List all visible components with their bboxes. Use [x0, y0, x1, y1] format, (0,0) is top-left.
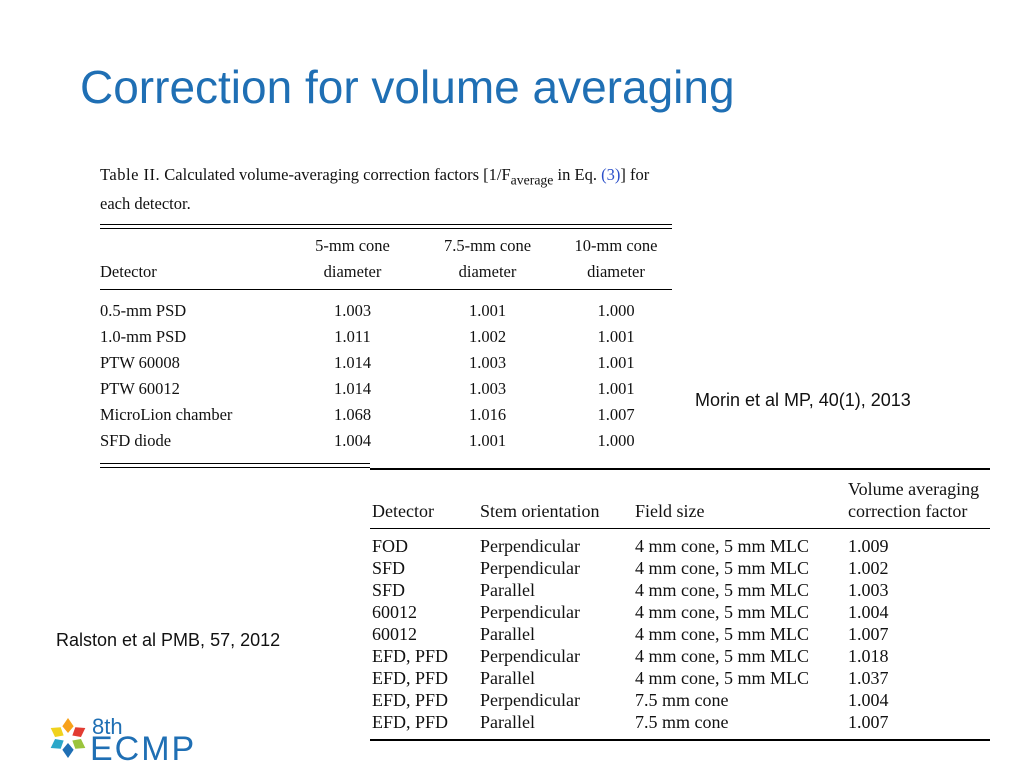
- logo-petal: [72, 727, 86, 738]
- table-row: 60012 Parallel 4 mm cone, 5 mm MLC 1.007: [372, 624, 889, 644]
- table-header-row: Detector Stem orientation Field size Vol…: [370, 470, 990, 529]
- logo-petal: [50, 727, 64, 738]
- table-row: PTW 60012 1.014 1.003 1.001: [100, 379, 635, 399]
- logo-petal: [72, 738, 86, 749]
- table-bottom-rule: [370, 739, 990, 741]
- logo-ecmp: ECMP: [90, 730, 197, 768]
- slide-title: Correction for volume averaging: [80, 61, 735, 113]
- table-row: SFD Parallel 4 mm cone, 5 mm MLC 1.003: [372, 580, 889, 600]
- caption-mid: in Eq.: [557, 165, 597, 184]
- table-morin: Table II. Calculated volume-averaging co…: [100, 163, 672, 454]
- table-label: Table II.: [100, 165, 161, 184]
- table-caption: Table II. Calculated volume-averaging co…: [100, 163, 672, 216]
- citation-morin: Morin et al MP, 40(1), 2013: [695, 390, 911, 410]
- table-row: FOD Perpendicular 4 mm cone, 5 mm MLC 1.009: [372, 536, 889, 556]
- table-row: EFD, PFD Parallel 4 mm cone, 5 mm MLC 1.037: [372, 668, 889, 688]
- logo-petal: [50, 738, 64, 749]
- table-row: 60012 Perpendicular 4 mm cone, 5 mm MLC 1.0…: [372, 602, 889, 622]
- table-row: 0.5-mm PSD 1.003 1.001 1.000: [100, 301, 635, 321]
- ecmp-logo-icon: [50, 718, 86, 758]
- table-bottom-rule: [100, 463, 370, 468]
- column-header-correction-factor: Volume averaging correction factor: [848, 479, 980, 521]
- table-row: MicroLion chamber 1.068 1.016 1.007: [100, 405, 635, 425]
- table-row: EFD, PFD Perpendicular 7.5 mm cone 1.004: [372, 690, 889, 710]
- citation-ralston: Ralston et al PMB, 57, 2012: [56, 630, 281, 650]
- table-row: SFD diode 1.004 1.001 1.000: [100, 431, 635, 451]
- column-header-detector: Detector: [100, 262, 157, 282]
- table-top-rule: [370, 468, 990, 470]
- column-header-field-size: Field size: [635, 501, 705, 521]
- logo-8th: 8th: [92, 714, 123, 739]
- caption-subscript: average: [510, 172, 554, 188]
- table-row: EFD, PFD Perpendicular 4 mm cone, 5 mm MLC…: [372, 646, 889, 666]
- column-header-detector: Detector: [372, 501, 434, 521]
- column-header-10mm: 10-mm cone diameter: [574, 236, 658, 282]
- column-header-5mm: 5-mm cone diameter: [315, 236, 390, 282]
- equation-reference-link[interactable]: (3): [601, 165, 621, 184]
- column-header-stem-orientation: Stem orientation: [480, 501, 600, 521]
- table-header-row: Detector 5-mm cone diameter 7.5-mm cone di…: [100, 229, 672, 290]
- caption-text: Calculated volume-averaging correction f…: [164, 165, 511, 184]
- column-header-7-5mm: 7.5-mm cone diameter: [443, 236, 532, 282]
- logo-petal: [62, 718, 74, 733]
- table-ralston: Detector Stem orientation Field size Vol…: [370, 468, 990, 741]
- table-top-rule: [100, 224, 672, 230]
- table-row: PTW 60008 1.014 1.003 1.001: [100, 353, 635, 373]
- logo-petal: [62, 743, 74, 758]
- table-row: 1.0-mm PSD 1.011 1.002 1.001: [100, 327, 635, 347]
- table-row: EFD, PFD Parallel 7.5 mm cone 1.007: [372, 712, 889, 732]
- caption-end: ] for each detector.: [100, 165, 650, 214]
- table-row: SFD Perpendicular 4 mm cone, 5 mm MLC 1.002: [372, 558, 889, 578]
